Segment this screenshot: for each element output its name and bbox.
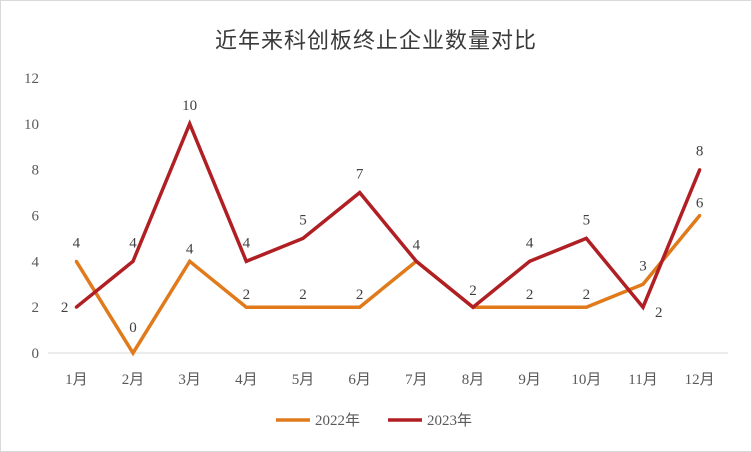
- data-point: [414, 259, 418, 263]
- series-line-2023年: [75, 119, 702, 311]
- x-tick-label: 12月: [685, 372, 715, 388]
- data-label: 5: [299, 212, 307, 228]
- data-label: 2: [526, 287, 534, 303]
- data-label: 2: [469, 283, 477, 299]
- data-label: 2: [299, 287, 307, 303]
- data-point: [358, 305, 362, 309]
- x-tick-label: 9月: [518, 372, 541, 388]
- data-point: [528, 305, 532, 309]
- data-label: 4: [243, 235, 251, 251]
- data-point: [641, 282, 645, 286]
- data-label: 6: [696, 196, 704, 212]
- data-point: [471, 305, 475, 309]
- data-label: 0: [129, 320, 137, 336]
- data-label: 8: [696, 144, 704, 160]
- y-tick-label: 6: [32, 209, 40, 225]
- data-point: [301, 305, 305, 309]
- data-point: [244, 305, 248, 309]
- data-label: 2: [356, 287, 364, 303]
- data-label: 2: [583, 287, 591, 303]
- x-tick-label: 2月: [122, 372, 145, 388]
- x-tick-label: 5月: [292, 372, 315, 388]
- data-point: [188, 259, 192, 263]
- data-point: [698, 213, 702, 218]
- data-label: 4: [186, 241, 194, 257]
- x-tick-label: 11月: [628, 372, 657, 388]
- data-point: [358, 190, 362, 195]
- data-label: 2: [61, 300, 69, 316]
- x-tick-label: 4月: [235, 372, 258, 388]
- data-point: [131, 351, 135, 355]
- x-tick-label: 8月: [462, 372, 485, 388]
- data-label: 2: [655, 305, 663, 321]
- y-tick-label: 2: [32, 300, 40, 316]
- chart-title: 近年来科创板终止企业数量对比: [214, 29, 537, 54]
- data-point: [528, 259, 532, 263]
- x-tick-label: 6月: [348, 372, 371, 388]
- data-point: [584, 305, 588, 309]
- data-point: [188, 122, 192, 126]
- data-point: [301, 236, 305, 241]
- x-tick-label: 7月: [405, 372, 428, 388]
- data-point: [131, 259, 135, 263]
- data-label: 2: [243, 287, 251, 303]
- data-point: [641, 305, 645, 309]
- series-line-2022年: [74, 214, 702, 357]
- data-label: 10: [182, 98, 197, 114]
- data-label: 5: [583, 212, 591, 228]
- x-tick-label: 1月: [65, 372, 88, 388]
- y-tick-label: 0: [32, 346, 40, 362]
- data-label: 4: [526, 235, 534, 251]
- data-point: [584, 236, 588, 241]
- y-tick-label: 12: [24, 71, 39, 87]
- data-label: 3: [639, 258, 647, 274]
- y-tick-label: 8: [32, 163, 40, 179]
- legend-label: 2022年: [315, 412, 360, 429]
- data-point: [74, 305, 78, 309]
- legend-label: 2023年: [427, 412, 472, 429]
- y-tick-label: 10: [24, 117, 39, 133]
- x-tick-label: 10月: [571, 372, 601, 388]
- data-point: [74, 259, 78, 263]
- data-label: 4: [73, 235, 81, 251]
- data-label: 4: [129, 235, 137, 251]
- data-label: 4: [413, 237, 421, 253]
- data-point: [698, 168, 702, 172]
- x-tick-label: 3月: [178, 372, 201, 388]
- data-point: [244, 259, 248, 263]
- y-tick-label: 4: [32, 254, 40, 270]
- data-label: 7: [356, 167, 364, 183]
